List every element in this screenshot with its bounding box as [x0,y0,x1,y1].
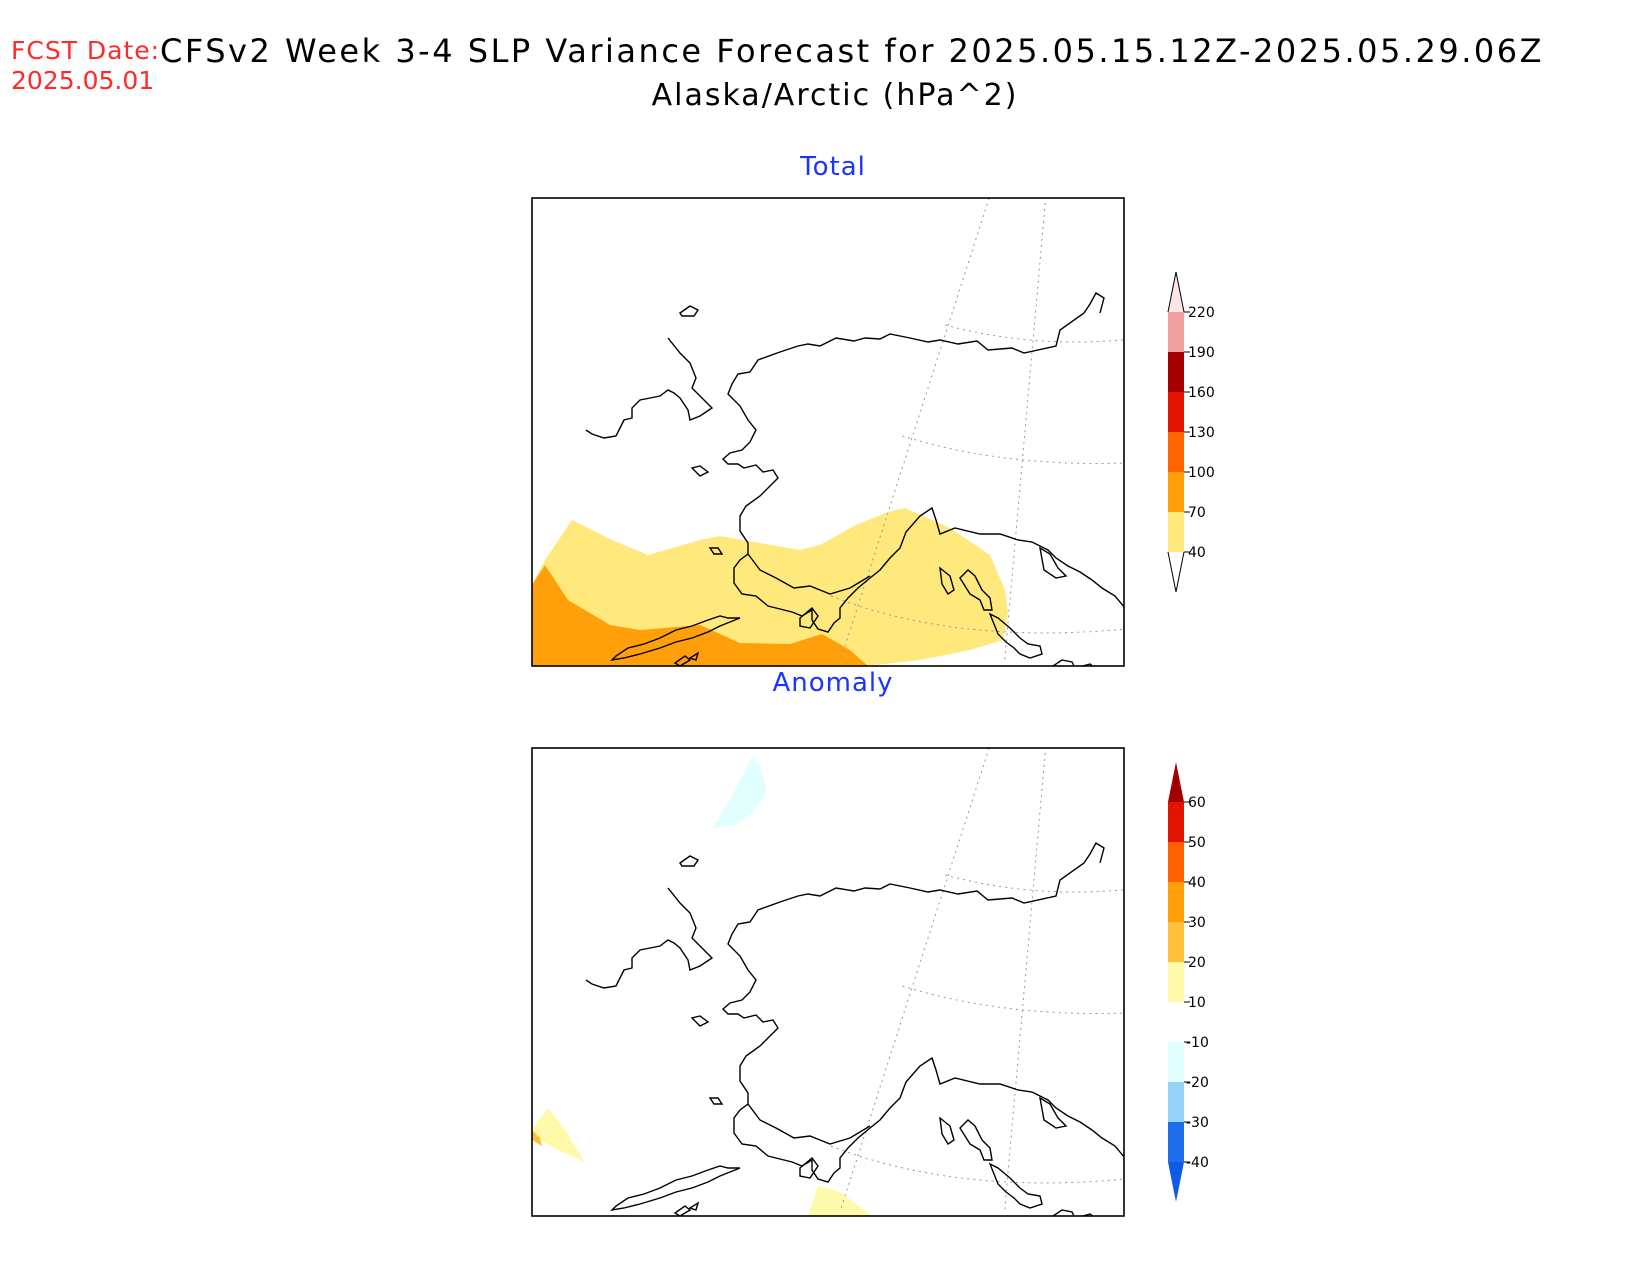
anomaly-colorbar-label: -40 [1186,1155,1209,1171]
anomaly-map [531,747,1125,1217]
total-colorbar-label: 100 [1188,465,1215,481]
total-colorbar-bin [1168,312,1184,352]
anomaly-colorbar-bin [1168,962,1184,1002]
anomaly-colorbar-bin [1168,802,1184,842]
forecast-date-label: FCST Date: [11,36,161,65]
total-shading-40-70 [532,508,1008,666]
total-colorbar-bin [1168,472,1184,512]
anomaly-colorbar-label: -10 [1186,1035,1209,1051]
anomaly-colorbar-label: -20 [1186,1075,1209,1091]
total-colorbar-bin [1168,512,1184,552]
total-colorbar-upper-arrow [1168,272,1184,312]
anomaly-shading-20-30 [532,1130,542,1146]
total-map [531,197,1125,667]
panel-title-anomaly: Anomaly [772,668,894,698]
anomaly-colorbar-bin [1168,842,1184,882]
anomaly-colorbar-bin [1168,1122,1184,1162]
total-colorbar-label: 130 [1188,425,1215,441]
anomaly-colorbar-label: 50 [1188,835,1206,851]
anomaly-colorbar-label: 40 [1188,875,1206,891]
anomaly-colorbar-label: 60 [1188,795,1206,811]
total-colorbar-label: 160 [1188,385,1215,401]
anomaly-colorbar: -40 -30 -20 -10 10 20 30 40 50 60 [1168,762,1209,1202]
total-colorbar-label: 70 [1188,505,1206,521]
anomaly-colorbar-upper-arrow [1168,762,1184,802]
total-colorbar-label: 40 [1188,545,1206,561]
total-colorbar: 40 70 100 130 160 190 220 [1167,271,1215,593]
anomaly-colorbar-lower-arrow [1168,1162,1184,1202]
panel-title-total: Total [800,152,866,182]
total-colorbar-label: 220 [1188,305,1215,321]
anomaly-colorbar-bin [1168,1002,1184,1042]
anomaly-colorbar-bin [1168,1042,1184,1082]
total-shading-70-100 [532,565,868,666]
forecast-date-value: 2025.05.01 [11,66,155,95]
total-colorbar-bin [1168,432,1184,472]
anomaly-colorbar-label: 30 [1188,915,1206,931]
forecast-date: FCST Date: 2025.05.01 [11,36,160,96]
anomaly-colorbar-label: -30 [1186,1115,1209,1131]
anomaly-colorbar-bin [1168,882,1184,922]
main-title: CFSv2 Week 3-4 SLP Variance Forecast for… [160,32,1545,70]
anomaly-shading-10-20 [532,1108,585,1162]
total-colorbar-lower-arrow [1167,551,1185,593]
anomaly-colorbar-label: 10 [1188,995,1206,1011]
subtitle: Alaska/Arctic (hPa^2) [651,78,1019,113]
total-colorbar-label: 190 [1188,345,1215,361]
anomaly-colorbar-bin [1168,1082,1184,1122]
total-colorbar-bin [1168,352,1184,392]
anomaly-shading-neg-10-neg-20 [712,757,767,828]
anomaly-colorbar-bin [1168,922,1184,962]
total-colorbar-bin [1168,392,1184,432]
anomaly-colorbar-label: 20 [1188,955,1206,971]
anomaly-shading-10-20-south [808,1186,872,1216]
